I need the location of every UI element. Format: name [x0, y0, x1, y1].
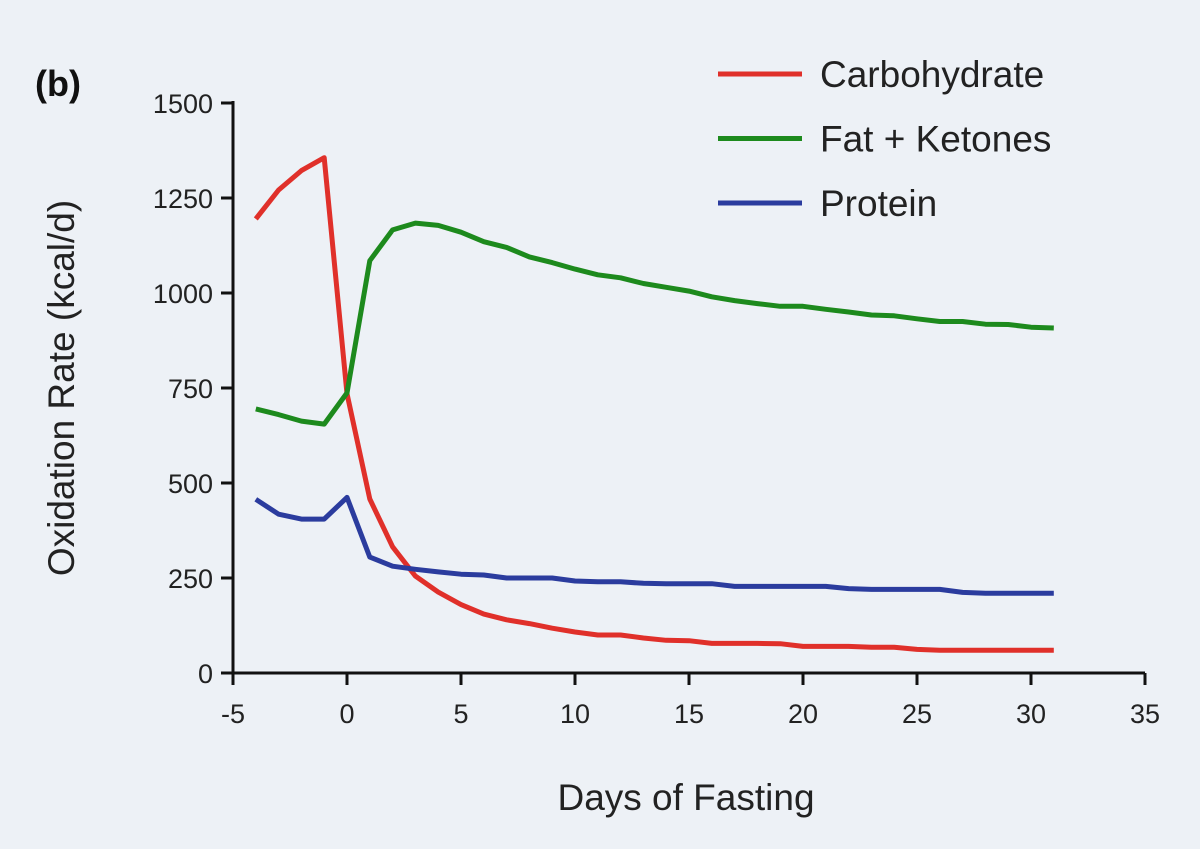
- x-axis-title: Days of Fasting: [557, 777, 814, 818]
- series-line-protein: [254, 494, 1054, 596]
- x-tick-label: 10: [560, 699, 590, 729]
- y-tick-label: 0: [198, 659, 213, 689]
- y-tick-label: 250: [168, 564, 213, 594]
- y-tick-label: 1250: [153, 184, 213, 214]
- x-tick-label: 5: [453, 699, 468, 729]
- y-tick-label: 750: [168, 374, 213, 404]
- series-line-carbohydrate: [253, 155, 1054, 653]
- legend-label: Fat + Ketones: [820, 119, 1051, 160]
- x-tick-label: -5: [221, 699, 245, 729]
- series-line-fat-ketones: [255, 220, 1054, 427]
- x-tick-label: 30: [1016, 699, 1046, 729]
- legend-label: Carbohydrate: [820, 54, 1044, 95]
- legend: Carbohydrate Fat + Ketones Protein: [718, 54, 1051, 224]
- x-tick-label: 15: [674, 699, 704, 729]
- panel-label: (b): [35, 63, 81, 104]
- y-tick-label: 1500: [153, 89, 213, 119]
- x-tick-label: 0: [339, 699, 354, 729]
- legend-label: Protein: [820, 183, 937, 224]
- y-tick-label: 500: [168, 469, 213, 499]
- x-tick-label: 35: [1130, 699, 1160, 729]
- y-tick-label: 1000: [153, 279, 213, 309]
- axes: 0 250 500 750 1000 1250 1500 -5 0 5 10 15 20 25 30 35: [153, 89, 1160, 729]
- x-tick-label: 20: [788, 699, 818, 729]
- x-tick-label: 25: [902, 699, 932, 729]
- y-axis-title: Oxidation Rate (kcal/d): [41, 200, 82, 576]
- series-lines: [253, 155, 1054, 653]
